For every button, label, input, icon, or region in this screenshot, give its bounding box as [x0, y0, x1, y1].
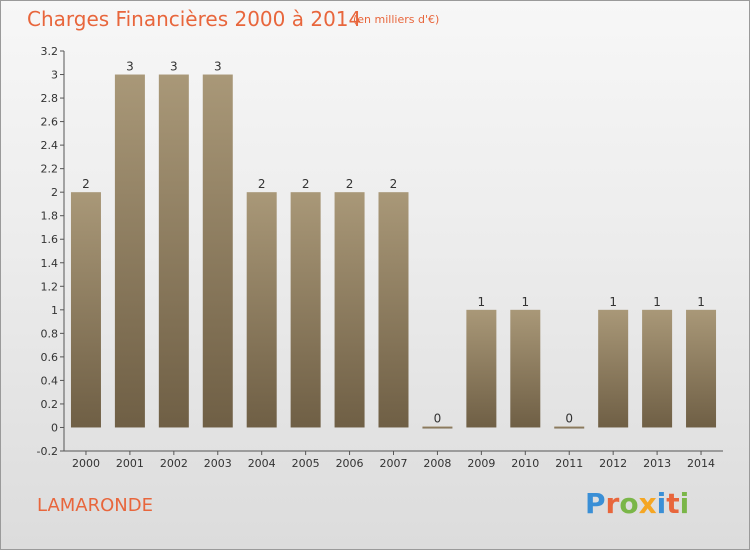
- x-tick-label: 2013: [643, 457, 671, 470]
- x-tick-label: 2006: [336, 457, 364, 470]
- y-tick-label: 0.4: [41, 374, 59, 387]
- data-label-2002: 3: [170, 60, 178, 74]
- x-tick-label: 2003: [204, 457, 232, 470]
- brand-letter: o: [619, 487, 639, 520]
- data-label-2010: 1: [521, 295, 529, 309]
- brand-letter: P: [585, 487, 606, 520]
- bar-2013: [642, 309, 673, 428]
- data-label-2004: 2: [258, 177, 266, 191]
- x-tick-label: 2010: [511, 457, 539, 470]
- brand-letter: i: [656, 487, 667, 520]
- x-tick-label: 2008: [423, 457, 451, 470]
- y-tick-label: 0.2: [41, 398, 59, 411]
- y-tick-label: 3: [51, 69, 58, 82]
- bar-2011: [554, 426, 585, 429]
- bar-2014: [686, 309, 717, 428]
- x-tick-label: 2005: [292, 457, 320, 470]
- data-label-2001: 3: [126, 60, 134, 74]
- y-tick-label: 2.4: [41, 139, 59, 152]
- brand-letter: x: [638, 487, 657, 520]
- bar-2003: [202, 74, 233, 428]
- bar-2008: [422, 426, 453, 429]
- y-tick-label: 1.8: [41, 210, 59, 223]
- x-tick-label: 2009: [467, 457, 495, 470]
- x-tick-label: 2014: [687, 457, 715, 470]
- data-label-2009: 1: [478, 295, 486, 309]
- x-tick-label: 2012: [599, 457, 627, 470]
- data-label-2013: 1: [653, 295, 661, 309]
- chart-axes: -0.2 0 0.2 0.4 0.6 0.8 1 1.2 1.4 1.6 1.8 2 2.2 2.4 2.6…: [37, 45, 723, 470]
- bar-2000: [70, 192, 101, 428]
- data-label-2005: 2: [302, 177, 310, 191]
- x-tick-label: 2001: [116, 457, 144, 470]
- brand-logo: Proxiti: [585, 487, 689, 520]
- bar-2009: [466, 309, 497, 428]
- bar-2004: [246, 192, 277, 428]
- bar-2006: [334, 192, 365, 428]
- y-tick-label: 2.2: [41, 163, 59, 176]
- y-tick-label: 0.6: [41, 351, 59, 364]
- bar-2012: [598, 309, 629, 428]
- data-label-2007: 2: [390, 177, 398, 191]
- brand-letter: t: [666, 487, 680, 520]
- data-label-2012: 1: [609, 295, 617, 309]
- y-tick-label: 0: [51, 421, 58, 434]
- y-tick-label: 0.8: [41, 327, 59, 340]
- bar-2001: [114, 74, 145, 428]
- chart-unit-label: (en milliers d'€): [353, 13, 440, 26]
- y-tick-label: 1.6: [41, 233, 59, 246]
- bar-2007: [378, 192, 409, 428]
- x-tick-label: 2011: [555, 457, 583, 470]
- y-tick-label: 1.4: [41, 257, 59, 270]
- y-tick-label: 1: [51, 304, 58, 317]
- data-label-2011: 0: [565, 411, 573, 425]
- y-tick-label: -0.2: [37, 445, 58, 458]
- y-tick-label: 2: [51, 186, 58, 199]
- brand-letter: i: [679, 487, 690, 520]
- data-label-2000: 2: [82, 177, 90, 191]
- bar-2010: [510, 309, 541, 428]
- data-label-2006: 2: [346, 177, 354, 191]
- y-tick-label: 1.2: [41, 280, 59, 293]
- bar-2005: [290, 192, 321, 428]
- x-tick-label: 2000: [72, 457, 100, 470]
- chart-title: Charges Financières 2000 à 2014: [27, 7, 362, 31]
- data-label-2014: 1: [697, 295, 705, 309]
- x-tick-label: 2004: [248, 457, 276, 470]
- brand-letter: r: [605, 487, 620, 520]
- y-tick-label: 3.2: [41, 45, 59, 58]
- data-label-2003: 3: [214, 60, 222, 74]
- x-tick-label: 2002: [160, 457, 188, 470]
- bar-2002: [158, 74, 189, 428]
- y-tick-label: 2.8: [41, 92, 59, 105]
- commune-name: LAMARONDE: [37, 495, 153, 516]
- x-tick-label: 2007: [380, 457, 408, 470]
- y-tick-label: 2.6: [41, 116, 59, 129]
- data-label-2008: 0: [434, 411, 442, 425]
- chart-data-labels: 2 3 3 3 2 2 2 2 0 1 1 0 1 1 1: [82, 60, 705, 426]
- chart-bars: [70, 74, 717, 429]
